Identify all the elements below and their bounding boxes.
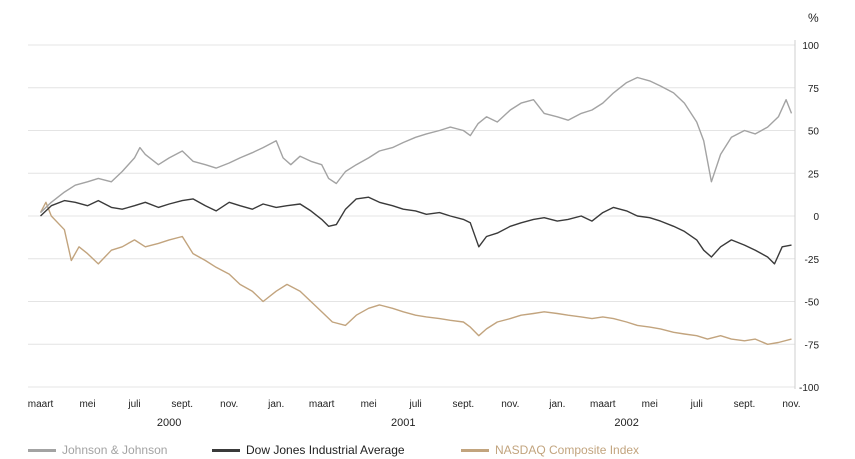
y-tick-label: -75 [805, 340, 820, 351]
legend: Johnson & Johnson Dow Jones Industrial A… [0, 442, 855, 458]
nasdaq-line [39, 201, 792, 345]
y-axis-ticks: 100 75 50 25 0 -25 -50 -75 -100 [799, 41, 819, 394]
y-tick-label: 100 [802, 41, 819, 52]
x-tick-label: jan. [548, 399, 565, 410]
x-tick-label: juli [127, 399, 140, 410]
x-tick-label: juli [690, 399, 703, 410]
legend-label-dow-jones: Dow Jones Industrial Average [246, 443, 405, 457]
series-lines [39, 76, 793, 345]
x-tick-label: sept. [734, 399, 756, 410]
legend-item-johnson: Johnson & Johnson [28, 442, 167, 458]
year-label: 2002 [614, 417, 638, 429]
legend-item-nasdaq: NASDAQ Composite Index [461, 442, 639, 458]
x-tick-label: jan. [267, 399, 284, 410]
legend-swatch-johnson [28, 448, 56, 452]
y-tick-label: 25 [808, 169, 820, 180]
y-tick-label: -50 [805, 298, 820, 309]
x-tick-label: nov. [782, 399, 800, 410]
x-tick-label: mei [79, 399, 95, 410]
legend-label-nasdaq: NASDAQ Composite Index [495, 443, 640, 457]
x-tick-label: maart [28, 399, 54, 410]
unit-label: % [808, 11, 819, 25]
legend-swatch-dow-jones [212, 448, 240, 452]
x-tick-label: maart [590, 399, 616, 410]
legend-swatch-nasdaq [461, 448, 489, 452]
x-tick-label: nov. [220, 399, 238, 410]
y-tick-label: -100 [799, 383, 819, 394]
x-tick-label: mei [361, 399, 377, 410]
legend-item-dow-jones: Dow Jones Industrial Average [212, 442, 405, 458]
year-label: 2001 [391, 417, 415, 429]
dow-jones-line [40, 196, 792, 265]
y-tick-label: -25 [805, 255, 820, 266]
x-axis: maart mei juli sept. nov. jan. maart mei juli sep… [28, 399, 801, 429]
y-tick-label: 75 [808, 84, 820, 95]
y-tick-label: 50 [808, 127, 820, 138]
x-tick-label: mei [642, 399, 658, 410]
x-tick-label: maart [309, 399, 335, 410]
line-chart: % 100 75 50 25 0 -25 -50 -75 -100 maart mei juli se… [28, 11, 820, 429]
y-tick-label: 0 [813, 212, 819, 223]
year-label: 2000 [157, 417, 181, 429]
gridlines [28, 40, 796, 389]
johnson-johnson-line [40, 76, 793, 214]
x-tick-label: nov. [501, 399, 519, 410]
legend-label-johnson: Johnson & Johnson [62, 443, 168, 457]
x-tick-label: sept. [171, 399, 193, 410]
x-tick-label: juli [408, 399, 421, 410]
x-tick-label: sept. [453, 399, 475, 410]
